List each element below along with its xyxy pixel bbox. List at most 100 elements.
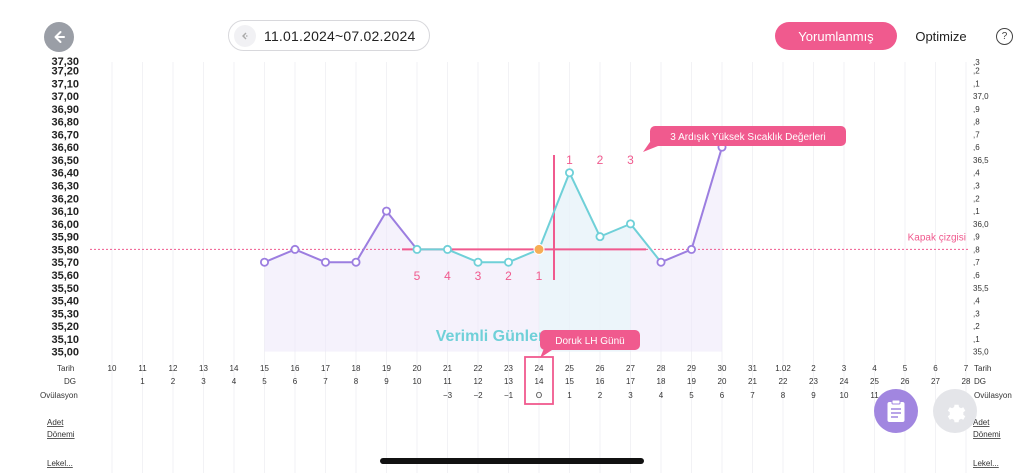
temperature-segment [294,248,326,264]
dg-cell: 11 [443,377,452,386]
y-tick-right-label: ,3 [973,309,980,318]
temperature-point [381,206,391,216]
temperature-segment [264,248,296,264]
temperature-segment [599,222,631,238]
date-cell: 17 [321,364,330,373]
dg-cell: 1 [140,377,145,386]
y-tick-label: 36,70 [51,129,79,141]
notes-button[interactable] [874,389,918,433]
clipboard-icon [887,399,905,422]
temperature-point [595,232,605,242]
dg-cell: 12 [474,377,483,386]
y-tick-label: 36,90 [51,104,79,116]
ovulation-cell: 4 [659,391,664,400]
ovulation-cell: 3 [628,391,633,400]
temperature-segment [385,210,418,251]
y-tick-right-label: ,1 [973,335,980,344]
date-cell: 19 [382,364,391,373]
date-cell: 20 [413,364,422,373]
three-high-callout-tail [643,142,658,152]
y-tick-label: 36,00 [51,219,79,231]
y-tick-label: 36,30 [51,181,79,193]
y-tick-label: 35,00 [51,347,79,359]
low-count-label: 4 [444,269,451,283]
temperature-point [290,244,300,254]
date-range-text: 11.01.2024~07.02.2024 [264,27,416,44]
date-row-label-right: Tarih [974,364,991,373]
date-cell: 15 [260,364,269,373]
y-tick-label: 35,20 [51,321,79,333]
y-tick-label: 37,20 [51,66,79,78]
temperature-segment [355,210,388,263]
dg-cell: 8 [354,377,359,386]
optimize-toggle-button[interactable]: Optimize [915,28,967,44]
y-tick-right-label: 35,5 [973,284,989,293]
date-cell: 23 [504,364,513,373]
y-tick-right-label: ,9 [973,233,980,242]
interpreted-toggle-button[interactable]: Yorumlanmış [775,22,897,50]
y-tick-right-label: ,8 [973,118,980,127]
y-tick-label: 37,10 [51,78,79,90]
fertile-days-label: Verimli Günler [436,328,544,345]
dg-cell: 19 [687,377,696,386]
left-section-label: Lekel... [47,459,73,468]
back-button[interactable] [44,22,74,52]
dg-cell: 23 [809,377,818,386]
dg-cell: 21 [748,377,757,386]
date-cell: 4 [872,364,877,373]
temperature-segment [568,172,601,238]
y-tick-right-label: 35,0 [973,348,989,357]
date-cell: 16 [291,364,300,373]
date-cell: 14 [230,364,239,373]
calendar-arrow-icon [234,24,256,47]
date-cell: 24 [535,364,544,373]
dg-cell: 14 [535,377,544,386]
temperature-segment [690,146,723,250]
ovulation-cell: 2 [598,391,603,400]
date-cell: 11 [138,364,147,373]
ovulation-cell: 11 [870,391,879,400]
y-tick-right-label: ,7 [973,130,980,139]
date-range-selector[interactable]: 11.01.2024~07.02.2024 [228,20,430,51]
dg-cell: 25 [870,377,879,386]
date-cell: 6 [933,364,938,373]
ovulation-row-label: Ovülasyon [40,391,78,400]
temperature-point [687,244,697,254]
peak-day-box [524,356,554,405]
date-cell: 21 [443,364,452,373]
y-tick-top: 37,30 [51,56,79,68]
left-section-label: Adet [47,418,64,427]
temperature-segment [447,248,479,264]
y-tick-right-label: ,1 [973,207,980,216]
y-tick-label: 35,30 [51,308,79,320]
dg-cell: 17 [626,377,635,386]
y-tick-label: 35,50 [51,283,79,295]
date-cell: 31 [748,364,757,373]
dg-cell: 6 [293,377,298,386]
dg-cell: 16 [596,377,605,386]
y-tick-right-label: 36,0 [973,220,989,229]
y-tick-label: 37,00 [51,91,79,103]
three-high-text: 3 Ardışık Yüksek Sıcaklık Değerleri [670,132,825,143]
low-count-label: 5 [414,269,421,283]
y-tick-label: 35,10 [51,334,79,346]
temperature-segment [660,248,692,264]
y-tick-right-label: ,7 [973,258,980,267]
peak-lh-text: Doruk LH Günü [555,336,624,347]
settings-button[interactable] [933,389,977,433]
arrow-left-icon [54,31,65,43]
date-cell: 27 [626,364,635,373]
temperature-point [412,244,422,254]
y-tick-right-label: ,2 [973,194,980,203]
low-count-label: 2 [505,269,512,283]
date-cell: 29 [687,364,696,373]
date-cell: 26 [596,364,605,373]
temperature-point [351,257,361,267]
temperature-segment [629,223,662,263]
y-tick-right-label: ,4 [973,297,980,306]
low-count-label: 3 [475,269,482,283]
peak-lh-callout [540,330,640,350]
help-icon[interactable]: ? [996,28,1013,45]
y-tick-right-label: ,6 [973,271,980,280]
